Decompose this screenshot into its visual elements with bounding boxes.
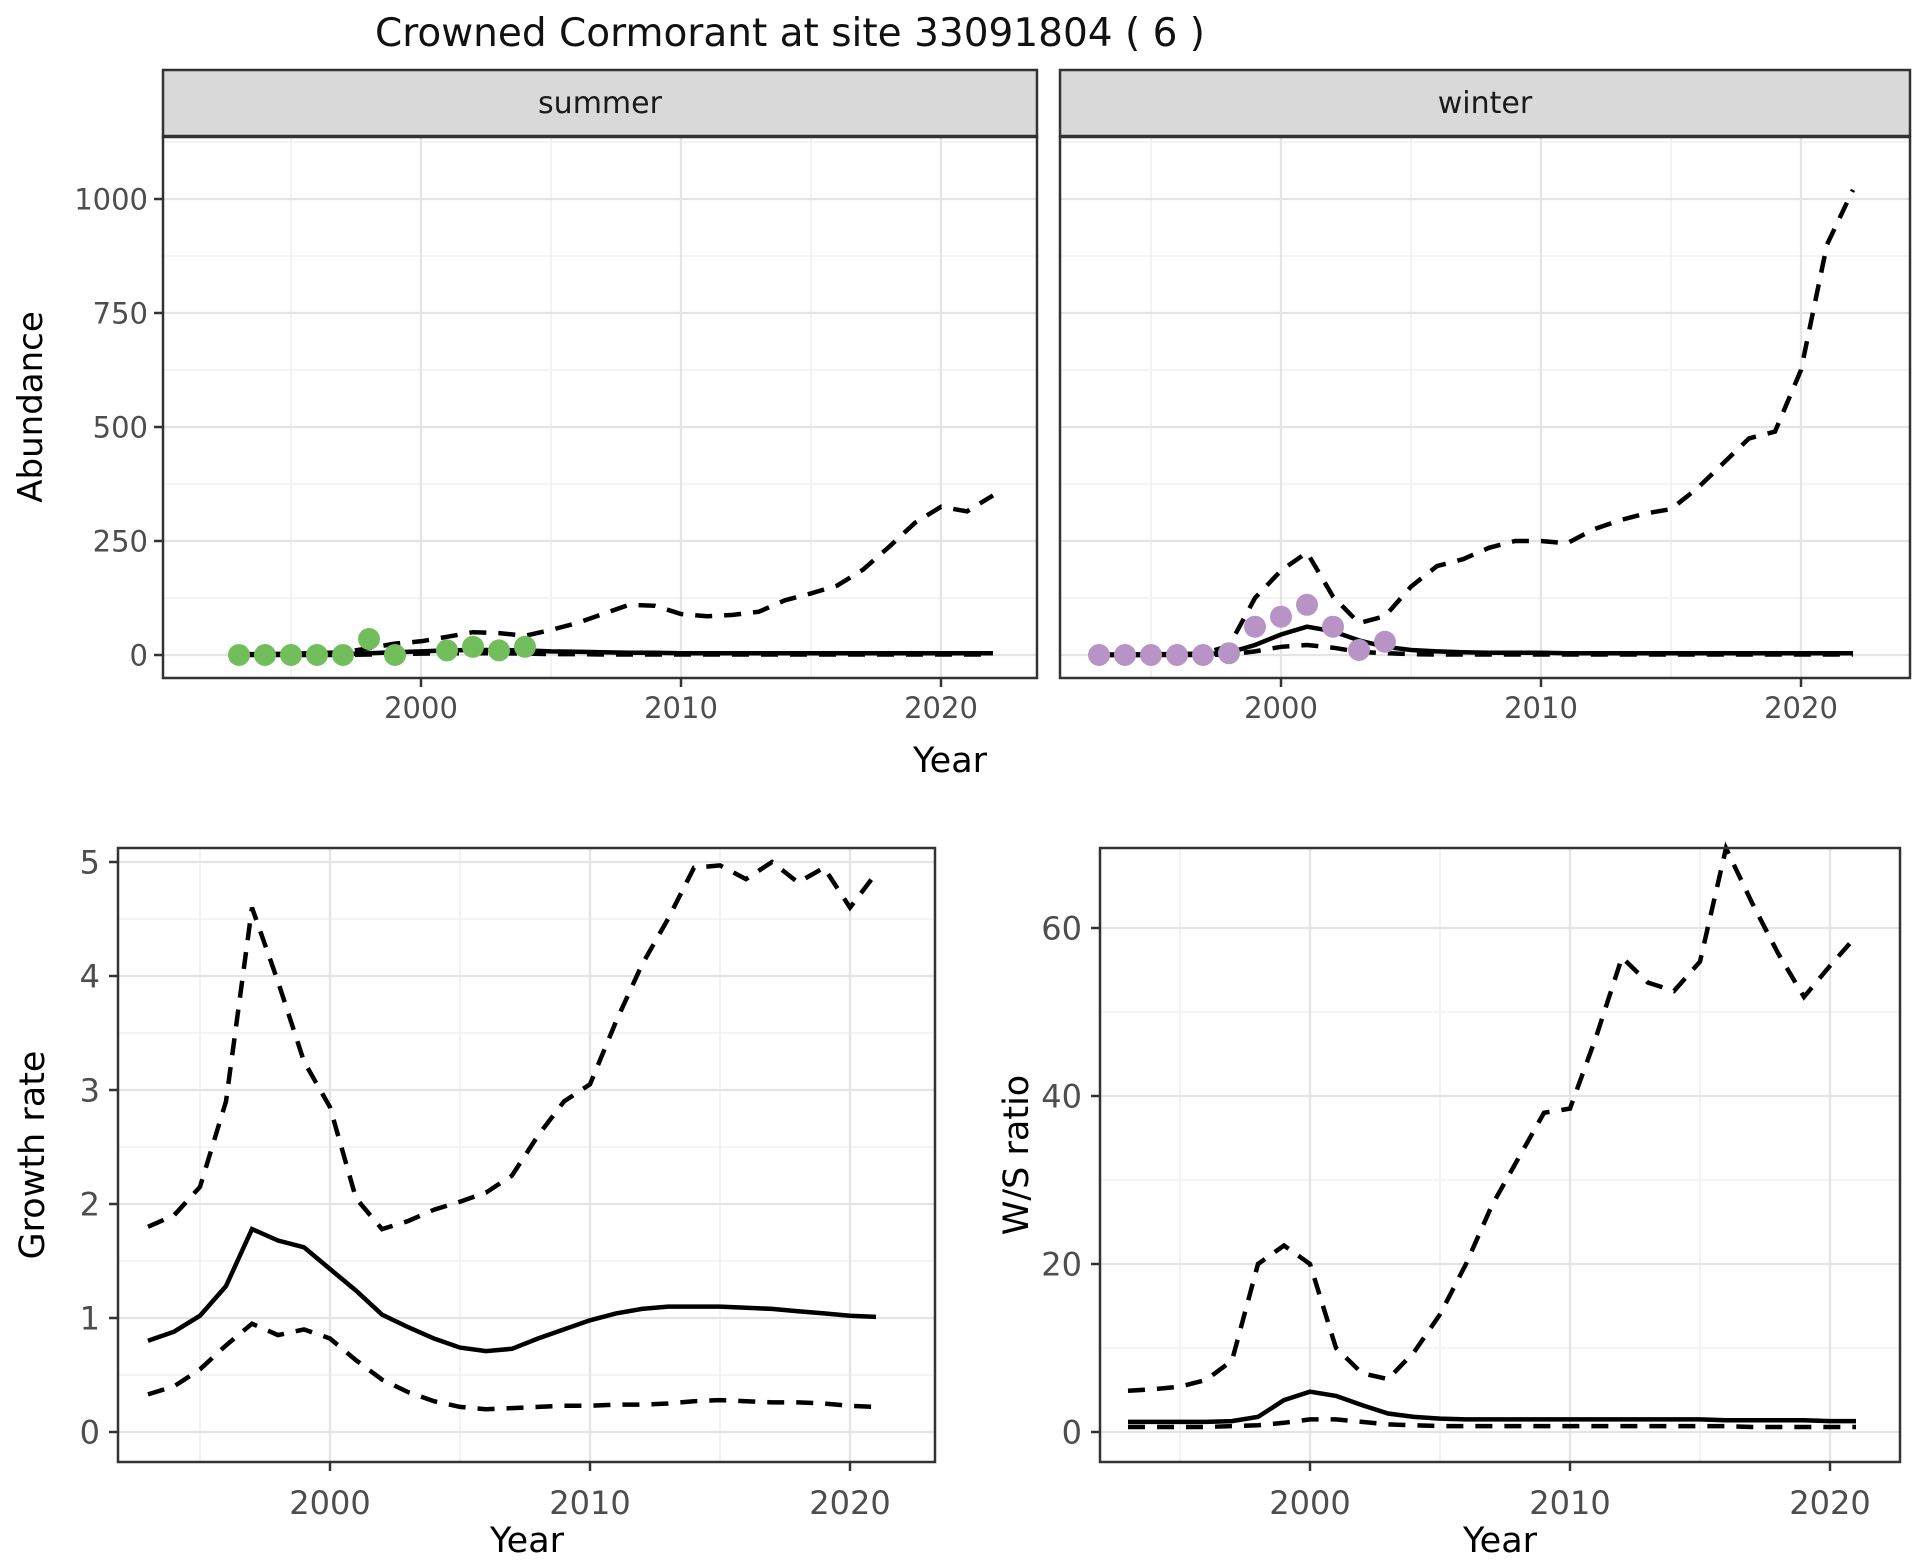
y-tick-label: 0 bbox=[80, 1414, 100, 1452]
facet-strip-summer-label: summer bbox=[538, 86, 663, 121]
x-tick-label: 2020 bbox=[904, 691, 978, 725]
observed-point bbox=[306, 644, 328, 666]
observed-point bbox=[1270, 605, 1292, 628]
observed-point bbox=[1296, 593, 1318, 616]
y-tick-label: 40 bbox=[1041, 1078, 1082, 1116]
panel-background bbox=[1100, 848, 1900, 1462]
x-tick-label: 2000 bbox=[289, 1484, 370, 1522]
facet-strip-winter-label: winter bbox=[1438, 86, 1533, 121]
y-tick-label: 2 bbox=[80, 1186, 100, 1224]
chart-title: Crowned Cormorant at site 33091804 ( 6 ) bbox=[375, 11, 1205, 56]
y-tick-label: 1 bbox=[80, 1300, 100, 1338]
observed-point bbox=[1374, 630, 1396, 653]
growth-rate-axis-title: Growth rate bbox=[13, 1051, 53, 1260]
observed-point bbox=[358, 628, 380, 650]
x-tick-label: 2010 bbox=[644, 691, 718, 725]
observed-point bbox=[1166, 644, 1188, 666]
facet-strip-summer bbox=[161, 68, 1039, 138]
panel-background bbox=[118, 848, 935, 1462]
observed-point bbox=[1348, 639, 1370, 661]
observed-point bbox=[1218, 642, 1240, 665]
upper-ci-line bbox=[1127, 841, 1858, 1394]
abundance-axis-title: Abundance bbox=[11, 311, 51, 503]
facet-strip-winter bbox=[1058, 68, 1912, 138]
x-tick-label: 2000 bbox=[1269, 1484, 1350, 1522]
x-tick-label: 2000 bbox=[384, 691, 458, 725]
panel-border bbox=[116, 846, 937, 1464]
y-tick-label: 20 bbox=[1041, 1246, 1082, 1284]
year-axis-title-bottom-left: Year bbox=[489, 1521, 565, 1560]
observed-point bbox=[228, 644, 250, 666]
observed-point bbox=[1192, 644, 1214, 666]
y-tick-label: 0 bbox=[1062, 1414, 1082, 1452]
y-tick-label: 500 bbox=[93, 410, 148, 444]
x-tick-label: 2000 bbox=[1244, 691, 1318, 725]
x-tick-label: 2020 bbox=[1764, 691, 1838, 725]
x-tick-label: 2010 bbox=[1529, 1484, 1610, 1522]
observed-point bbox=[1114, 644, 1136, 666]
y-tick-label: 250 bbox=[93, 524, 148, 558]
y-tick-label: 1000 bbox=[74, 182, 148, 216]
panel-border bbox=[161, 135, 1039, 680]
observed-point bbox=[436, 639, 458, 662]
observed-point bbox=[514, 635, 536, 658]
observed-point bbox=[280, 644, 302, 666]
y-tick-label: 3 bbox=[80, 1072, 100, 1110]
year-axis-title-top: Year bbox=[912, 741, 988, 781]
year-axis-title-bottom-right: Year bbox=[1462, 1521, 1538, 1560]
lower-ci-line bbox=[147, 1321, 877, 1412]
y-tick-label: 0 bbox=[130, 638, 148, 672]
ws-ratio-panel: 2000 2010 2020 0 20 40 60 bbox=[1041, 841, 1902, 1522]
observed-point bbox=[332, 644, 354, 666]
y-tick-label: 750 bbox=[93, 296, 148, 330]
y-tick-label: 5 bbox=[80, 844, 100, 882]
panel-border bbox=[1098, 846, 1902, 1464]
panel-background bbox=[163, 137, 1037, 678]
ws-ratio-axis-title: W/S ratio bbox=[997, 1075, 1037, 1235]
observed-point bbox=[462, 635, 484, 658]
panel-background bbox=[1060, 137, 1910, 678]
observed-point bbox=[1140, 644, 1162, 666]
fit-line bbox=[1128, 1389, 1856, 1425]
panel-border bbox=[1058, 135, 1912, 680]
x-tick-label: 2020 bbox=[1789, 1484, 1870, 1522]
observed-point bbox=[1088, 644, 1110, 666]
observed-point bbox=[1322, 615, 1344, 638]
observed-point bbox=[488, 639, 510, 662]
y-tick-label: 60 bbox=[1041, 910, 1082, 948]
y-tick-label: 4 bbox=[80, 958, 100, 996]
x-tick-label: 2010 bbox=[1504, 691, 1578, 725]
observed-point bbox=[1244, 615, 1266, 638]
facet-strips: summer winter bbox=[161, 68, 1912, 138]
observed-point bbox=[384, 644, 406, 666]
axis-titles: Abundance Year Growth rate Year W/S rati… bbox=[11, 311, 1538, 1561]
summer-abundance-panel: 2000 2010 2020 0 250 500 750 1000 bbox=[74, 135, 1039, 725]
fit-line bbox=[239, 647, 993, 657]
fit-line bbox=[147, 1226, 877, 1354]
growth-rate-panel: 2000 2010 2020 0 1 2 3 4 5 bbox=[80, 844, 937, 1522]
x-tick-label: 2020 bbox=[809, 1484, 890, 1522]
lower-ci-line bbox=[1128, 1417, 1856, 1430]
winter-abundance-panel: 2000 2010 2020 bbox=[1058, 135, 1912, 725]
observed-point bbox=[254, 644, 276, 666]
x-tick-label: 2010 bbox=[549, 1484, 630, 1522]
upper-ci-line bbox=[147, 859, 878, 1232]
